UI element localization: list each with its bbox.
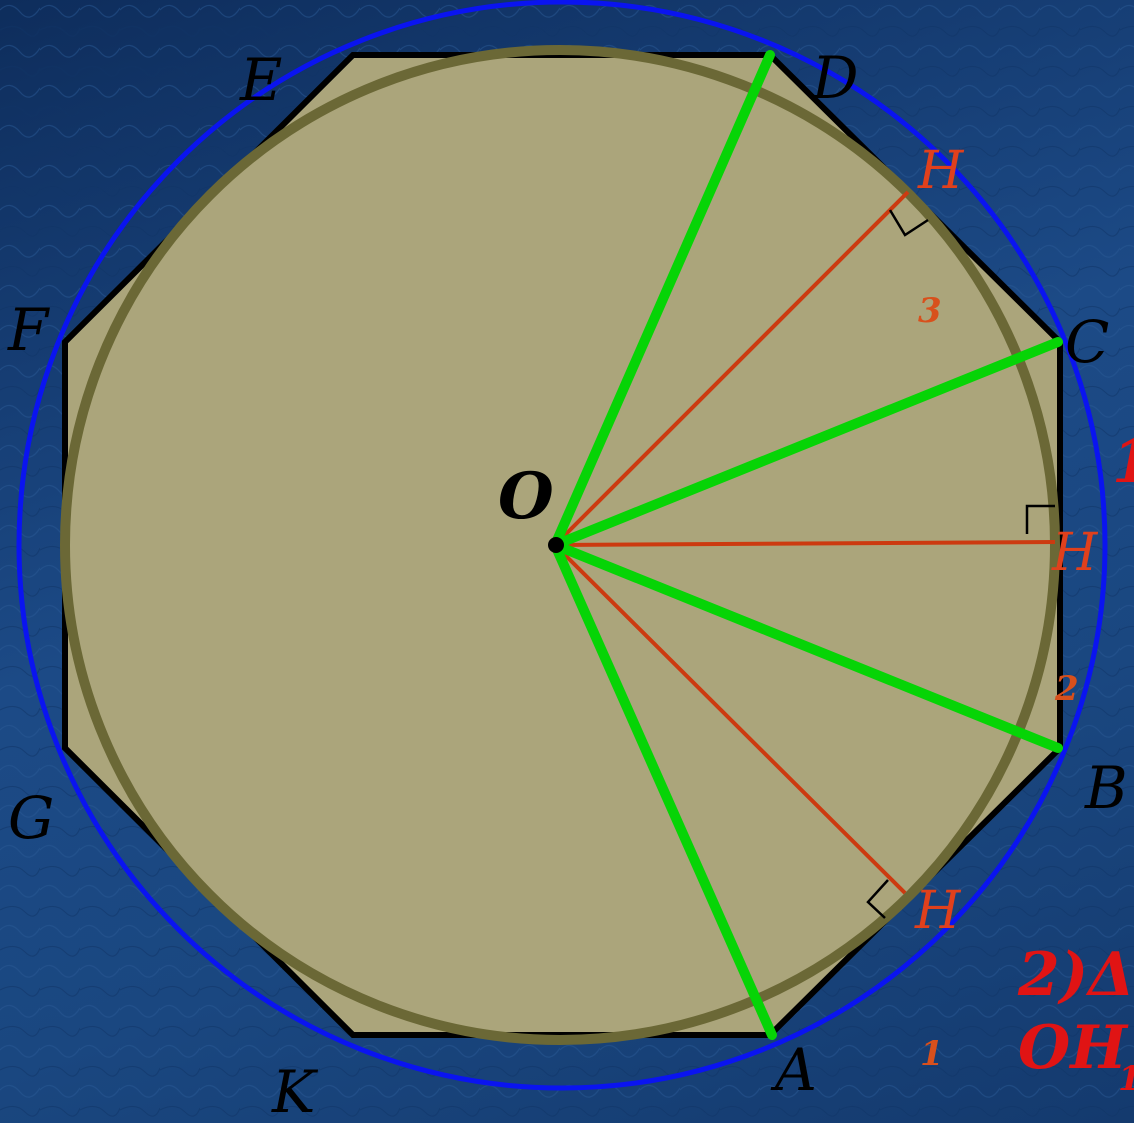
center-point <box>548 537 564 553</box>
label-angle-1: 1 <box>920 1034 944 1074</box>
label-vertex-b: B <box>1084 754 1128 822</box>
side-text-subscript: 1 <box>1118 1059 1134 1099</box>
radius-oa <box>550 540 777 1040</box>
label-center-o: O <box>498 459 554 534</box>
label-vertex-c: C <box>1065 308 1109 376</box>
right-angle-mark-bottom <box>866 879 889 919</box>
label-foot-h-bottom: H <box>914 881 962 941</box>
radius-oc <box>550 337 1063 550</box>
perpendicular-oh-top <box>553 190 910 547</box>
label-angle-3: 3 <box>918 291 942 331</box>
label-foot-h-mid: H <box>1051 523 1099 583</box>
side-text-line-1: 1 <box>1112 427 1134 497</box>
perpendicular-oh-mid <box>554 540 1056 547</box>
circumscribed-circle <box>16 0 1108 1091</box>
perpendicular-oh-bottom <box>553 543 907 895</box>
right-angle-mark-mid <box>1025 504 1055 534</box>
radius-od <box>550 50 775 550</box>
side-text-line-3: OH <box>1018 1013 1129 1083</box>
radius-ob <box>550 540 1063 753</box>
label-foot-h-top: H <box>917 141 965 201</box>
label-vertex-d: D <box>811 44 859 112</box>
label-vertex-a: A <box>770 1036 817 1104</box>
label-vertex-e: E <box>239 46 282 114</box>
label-vertex-f: F <box>7 296 50 364</box>
inscribed-circle <box>60 45 1060 1045</box>
label-vertex-k: K <box>271 1058 319 1123</box>
label-angle-2: 2 <box>1054 669 1079 709</box>
label-vertex-g: G <box>8 784 54 852</box>
right-angle-mark-top <box>888 209 929 237</box>
side-text-line-2: 2)Δ <box>1017 940 1134 1010</box>
